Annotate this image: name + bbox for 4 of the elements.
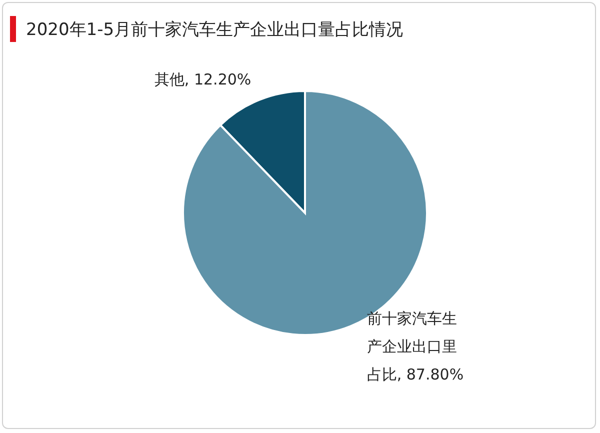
slice-label: 其他, 12.20% [154,70,252,88]
slice-label: 前十家汽车生产企业出口里占比, 87.80% [366,310,464,384]
chart-title: 2020年1-5月前十家汽车生产企业出口量占比情况 [26,20,404,40]
pie-slice [182,90,428,336]
